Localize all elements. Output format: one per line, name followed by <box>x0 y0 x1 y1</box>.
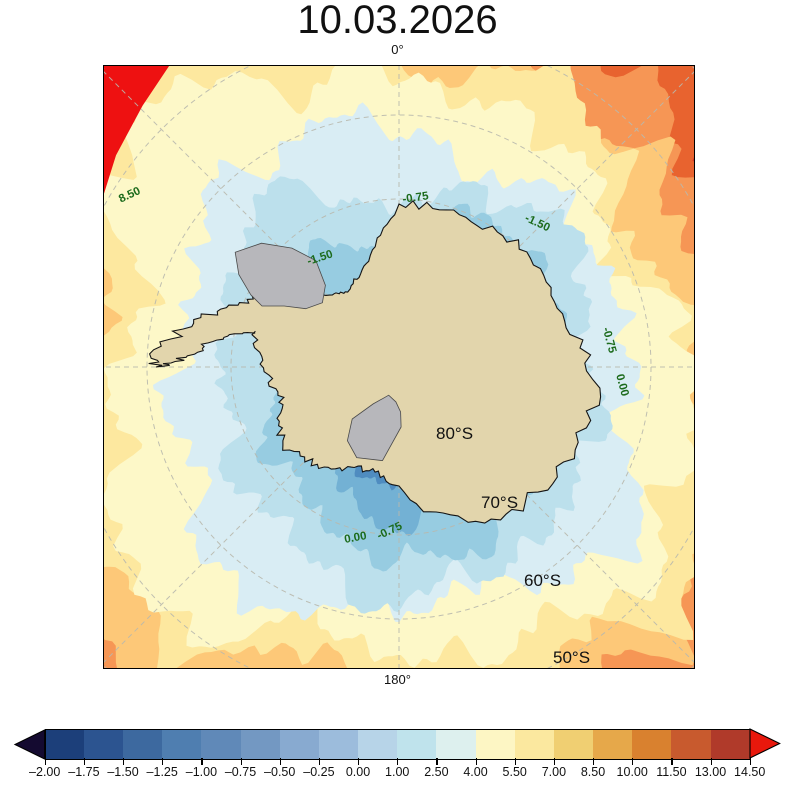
svg-text:80°S: 80°S <box>436 424 473 443</box>
svg-text:70°S: 70°S <box>481 493 518 512</box>
svg-text:60°S: 60°S <box>524 571 561 590</box>
